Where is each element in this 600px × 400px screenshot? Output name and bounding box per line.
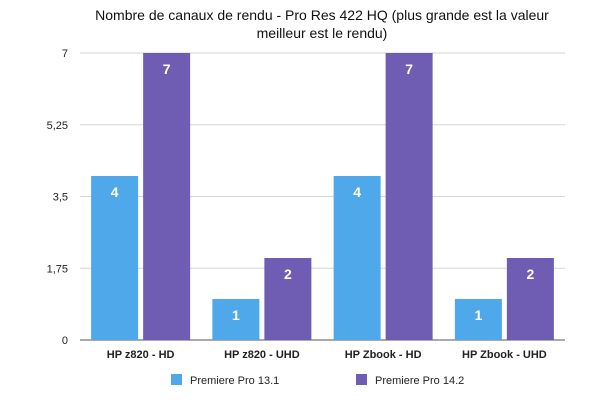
x-tick-label: HP z820 - UHD xyxy=(224,349,300,361)
x-tick-label: HP Zbook - HD xyxy=(345,349,422,361)
bar-data-label: 2 xyxy=(526,266,534,282)
bar-data-label: 4 xyxy=(353,184,361,200)
bar-data-label: 7 xyxy=(405,61,413,77)
y-tick-label: 5,25 xyxy=(47,120,68,132)
bar-2 xyxy=(385,53,433,340)
bar-1 xyxy=(454,299,502,340)
bar-data-label: 4 xyxy=(111,184,119,200)
chart-title-line: meilleur est le rendu) xyxy=(257,25,388,41)
y-tick-label: 0 xyxy=(62,335,68,347)
legend-label: Premiere Pro 14.2 xyxy=(375,375,464,387)
legend-swatch-1 xyxy=(171,374,182,385)
bar-2 xyxy=(264,258,312,340)
y-tick-label: 7 xyxy=(62,48,68,60)
bar-1 xyxy=(91,176,139,340)
y-tick-label: 3,5 xyxy=(53,192,68,204)
bar-2 xyxy=(143,53,191,340)
legend-label: Premiere Pro 13.1 xyxy=(190,375,279,387)
x-tick-label: HP Zbook - UHD xyxy=(462,349,547,361)
chart-title-line: Nombre de canaux de rendu - Pro Res 422 … xyxy=(95,7,549,23)
bar-2 xyxy=(506,258,554,340)
y-tick-label: 1,75 xyxy=(47,263,68,275)
bar-data-label: 1 xyxy=(232,307,240,323)
x-tick-label: HP z820 - HD xyxy=(107,349,175,361)
bar-1 xyxy=(333,176,381,340)
bar-data-label: 2 xyxy=(284,266,292,282)
bar-1 xyxy=(212,299,260,340)
bar-data-label: 7 xyxy=(163,61,171,77)
legend-swatch-2 xyxy=(356,374,367,385)
bar-data-label: 1 xyxy=(474,307,482,323)
